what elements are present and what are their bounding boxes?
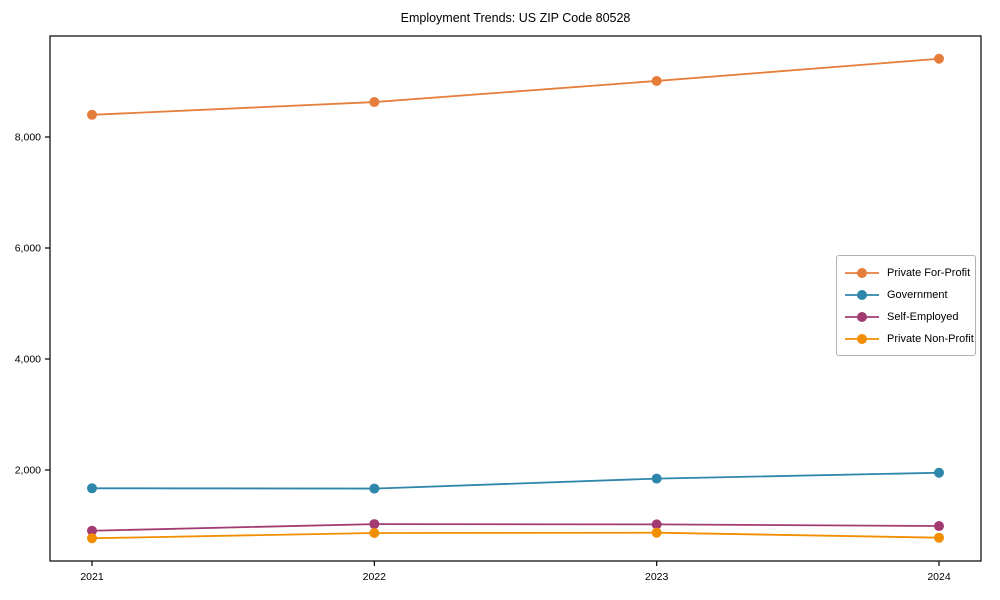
x-axis-tick-label: 2022 <box>363 571 387 583</box>
legend-label: Private Non-Profit <box>887 333 974 345</box>
line-marker-icon <box>845 312 879 322</box>
data-point-government <box>369 483 380 494</box>
data-point-government <box>934 467 944 478</box>
data-point-self-employed <box>369 519 380 530</box>
data-point-private-for-profit <box>369 97 380 108</box>
legend-item: Self-Employed <box>844 306 969 328</box>
line-marker-icon <box>845 290 879 300</box>
chart-title: Employment Trends: US ZIP Code 80528 <box>400 11 631 25</box>
x-axis-tick-label: 2024 <box>927 571 951 583</box>
legend-item: Private For-Profit <box>844 262 971 284</box>
data-point-private-non-profit <box>87 533 97 544</box>
data-point-government <box>87 483 97 494</box>
data-point-private-for-profit <box>934 53 944 64</box>
x-axis-tick-label: 2021 <box>80 571 104 583</box>
legend-item: Private Non-Profit <box>844 328 974 350</box>
legend-label: Self-Employed <box>887 311 959 323</box>
legend-label: Private For-Profit <box>887 267 971 279</box>
line-marker-icon <box>845 334 879 344</box>
data-point-private-non-profit <box>651 527 662 538</box>
series-line-private-for-profit <box>91 57 940 116</box>
legend-label: Government <box>887 289 948 301</box>
data-point-private-for-profit <box>87 109 97 120</box>
y-axis-tick-label: 8,000 <box>15 132 41 144</box>
series-line-private-non-profit <box>91 531 940 540</box>
legend-item: Government <box>844 284 969 306</box>
plot-border <box>49 35 982 562</box>
legend: Private For-Profit Government Self-Emplo… <box>836 255 976 356</box>
y-axis-tick-label: 4,000 <box>15 354 41 366</box>
data-point-self-employed <box>651 519 662 530</box>
data-point-private-for-profit <box>651 75 662 86</box>
data-point-self-employed <box>87 525 97 536</box>
y-axis-tick-label: 2,000 <box>15 465 41 477</box>
line-marker-icon <box>845 268 879 278</box>
series-line-self-employed <box>91 523 940 532</box>
data-point-self-employed <box>934 521 944 532</box>
data-point-government <box>651 473 662 484</box>
data-point-private-non-profit <box>369 527 380 538</box>
y-axis-tick-label: 6,000 <box>15 243 41 255</box>
series-line-government <box>91 471 940 490</box>
x-axis-tick-label: 2023 <box>645 571 669 583</box>
data-point-private-non-profit <box>934 532 944 543</box>
